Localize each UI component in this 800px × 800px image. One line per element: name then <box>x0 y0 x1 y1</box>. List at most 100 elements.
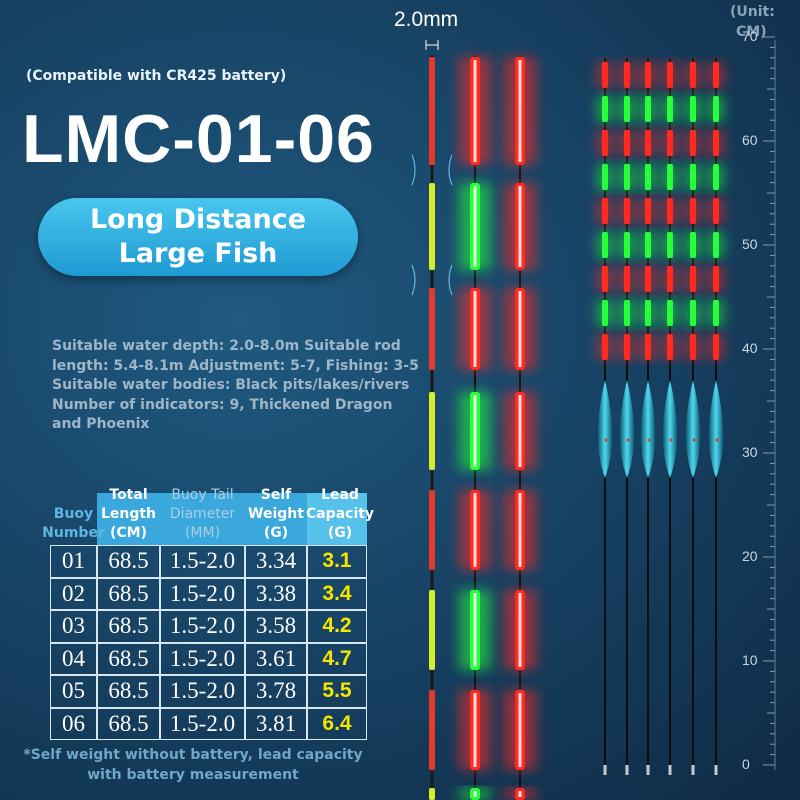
float-indicator <box>667 130 673 156</box>
float-foot <box>668 765 672 775</box>
float-dot <box>626 438 630 442</box>
float-indicator <box>667 232 673 258</box>
description-line: and Phoenix <box>52 416 150 432</box>
unit-label: (Unit: CM) <box>730 2 775 42</box>
badge: Long Distance Large Fish <box>38 198 358 276</box>
table-cell: 68.5 <box>97 675 160 708</box>
table-cell: 4.2 <box>307 610 367 643</box>
float-indicator <box>713 232 719 258</box>
table-cell: 3.38 <box>245 577 307 610</box>
footnote: *Self weight without battery, lead capac… <box>18 745 368 785</box>
float-indicator <box>713 164 719 190</box>
ruler-label: 10 <box>742 652 758 668</box>
rod-segment <box>429 288 435 370</box>
tube-core <box>518 395 522 467</box>
float-indicator <box>624 96 630 122</box>
tube-core <box>518 60 522 162</box>
table-cell: 05 <box>50 675 97 708</box>
table-cell: 3.81 <box>245 707 307 740</box>
float-dot <box>715 438 719 442</box>
float-indicator <box>645 130 651 156</box>
float-body <box>640 380 656 478</box>
table-cell: 04 <box>50 642 97 675</box>
float-indicator <box>624 164 630 190</box>
table-cell: 3.61 <box>245 642 307 675</box>
float-indicator <box>690 266 696 292</box>
float-foot <box>691 765 695 775</box>
table-cell: 1.5-2.0 <box>160 675 245 708</box>
float-indicator <box>645 232 651 258</box>
float-indicator <box>713 266 719 292</box>
float-indicator <box>624 232 630 258</box>
header-cell: Buoy Number <box>42 506 105 541</box>
float-indicator <box>602 130 608 156</box>
tube-core <box>473 693 477 767</box>
tube-core <box>473 791 477 797</box>
ruler-label: 70 <box>742 28 758 44</box>
table-cell: 1.5-2.0 <box>160 707 245 740</box>
table-cell: 68.5 <box>97 707 160 740</box>
tube-core <box>473 493 477 567</box>
float-foot <box>646 765 650 775</box>
float-dot <box>669 438 673 442</box>
badge-line: Long Distance <box>89 204 307 235</box>
ruler-label: 60 <box>742 132 758 148</box>
table-cell: 68.5 <box>97 642 160 675</box>
header-cell: Buoy Tail Diameter (MM) <box>169 487 236 541</box>
rod-segment <box>429 690 435 770</box>
float-indicator <box>713 130 719 156</box>
tube-core <box>473 186 477 267</box>
float-indicator <box>645 164 651 190</box>
subtitle: (Compatible with CR425 battery) <box>26 68 287 84</box>
rod-segment <box>429 183 435 270</box>
description: Suitable water depth: 2.0-8.0m Suitable … <box>52 337 419 435</box>
description-line: Suitable water depth: 2.0-8.0m Suitable … <box>52 338 401 354</box>
float-indicator <box>645 334 651 360</box>
ruler-label: 20 <box>742 548 758 564</box>
tube-core <box>518 593 522 667</box>
table-cell: 3.34 <box>245 545 307 578</box>
float-foot <box>714 765 718 775</box>
float-indicator <box>624 62 630 88</box>
unit-line: (Unit: <box>730 4 775 20</box>
float-body <box>708 380 724 478</box>
float-indicator <box>667 96 673 122</box>
table-cell: 01 <box>50 545 97 578</box>
float-indicator <box>713 300 719 326</box>
rod-segment <box>429 590 435 670</box>
table-cell: 68.5 <box>97 610 160 643</box>
ripple <box>448 154 453 186</box>
float-indicator <box>690 232 696 258</box>
header-cell: Lead Capacity (G) <box>305 487 375 541</box>
float-indicator <box>667 62 673 88</box>
float-indicator <box>624 130 630 156</box>
table-cell: 6.4 <box>307 707 367 740</box>
float-indicator <box>690 334 696 360</box>
float-indicator <box>645 62 651 88</box>
footnote-line: with battery measurement <box>87 767 299 783</box>
table-cell: 68.5 <box>97 545 160 578</box>
header-bg-lead <box>307 493 367 545</box>
float-indicator <box>690 130 696 156</box>
float-indicator <box>713 334 719 360</box>
ripple <box>448 264 453 296</box>
tube-core <box>518 693 522 767</box>
header-cell: Self Weight (G) <box>248 487 304 541</box>
float-indicator <box>713 96 719 122</box>
tube-core <box>518 291 522 367</box>
float-foot <box>603 765 607 775</box>
float-indicator <box>602 300 608 326</box>
table-cell: 03 <box>50 610 97 643</box>
float-indicator <box>602 266 608 292</box>
title: LMC-01-06 <box>22 101 375 177</box>
ruler-label: 30 <box>742 444 758 460</box>
tube-core <box>473 395 477 467</box>
float-indicator <box>624 198 630 224</box>
ruler-label: 50 <box>742 236 758 252</box>
float-indicator <box>667 334 673 360</box>
ruler-label: 40 <box>742 340 758 356</box>
table-cell: 3.1 <box>307 545 367 578</box>
float-indicator <box>690 164 696 190</box>
